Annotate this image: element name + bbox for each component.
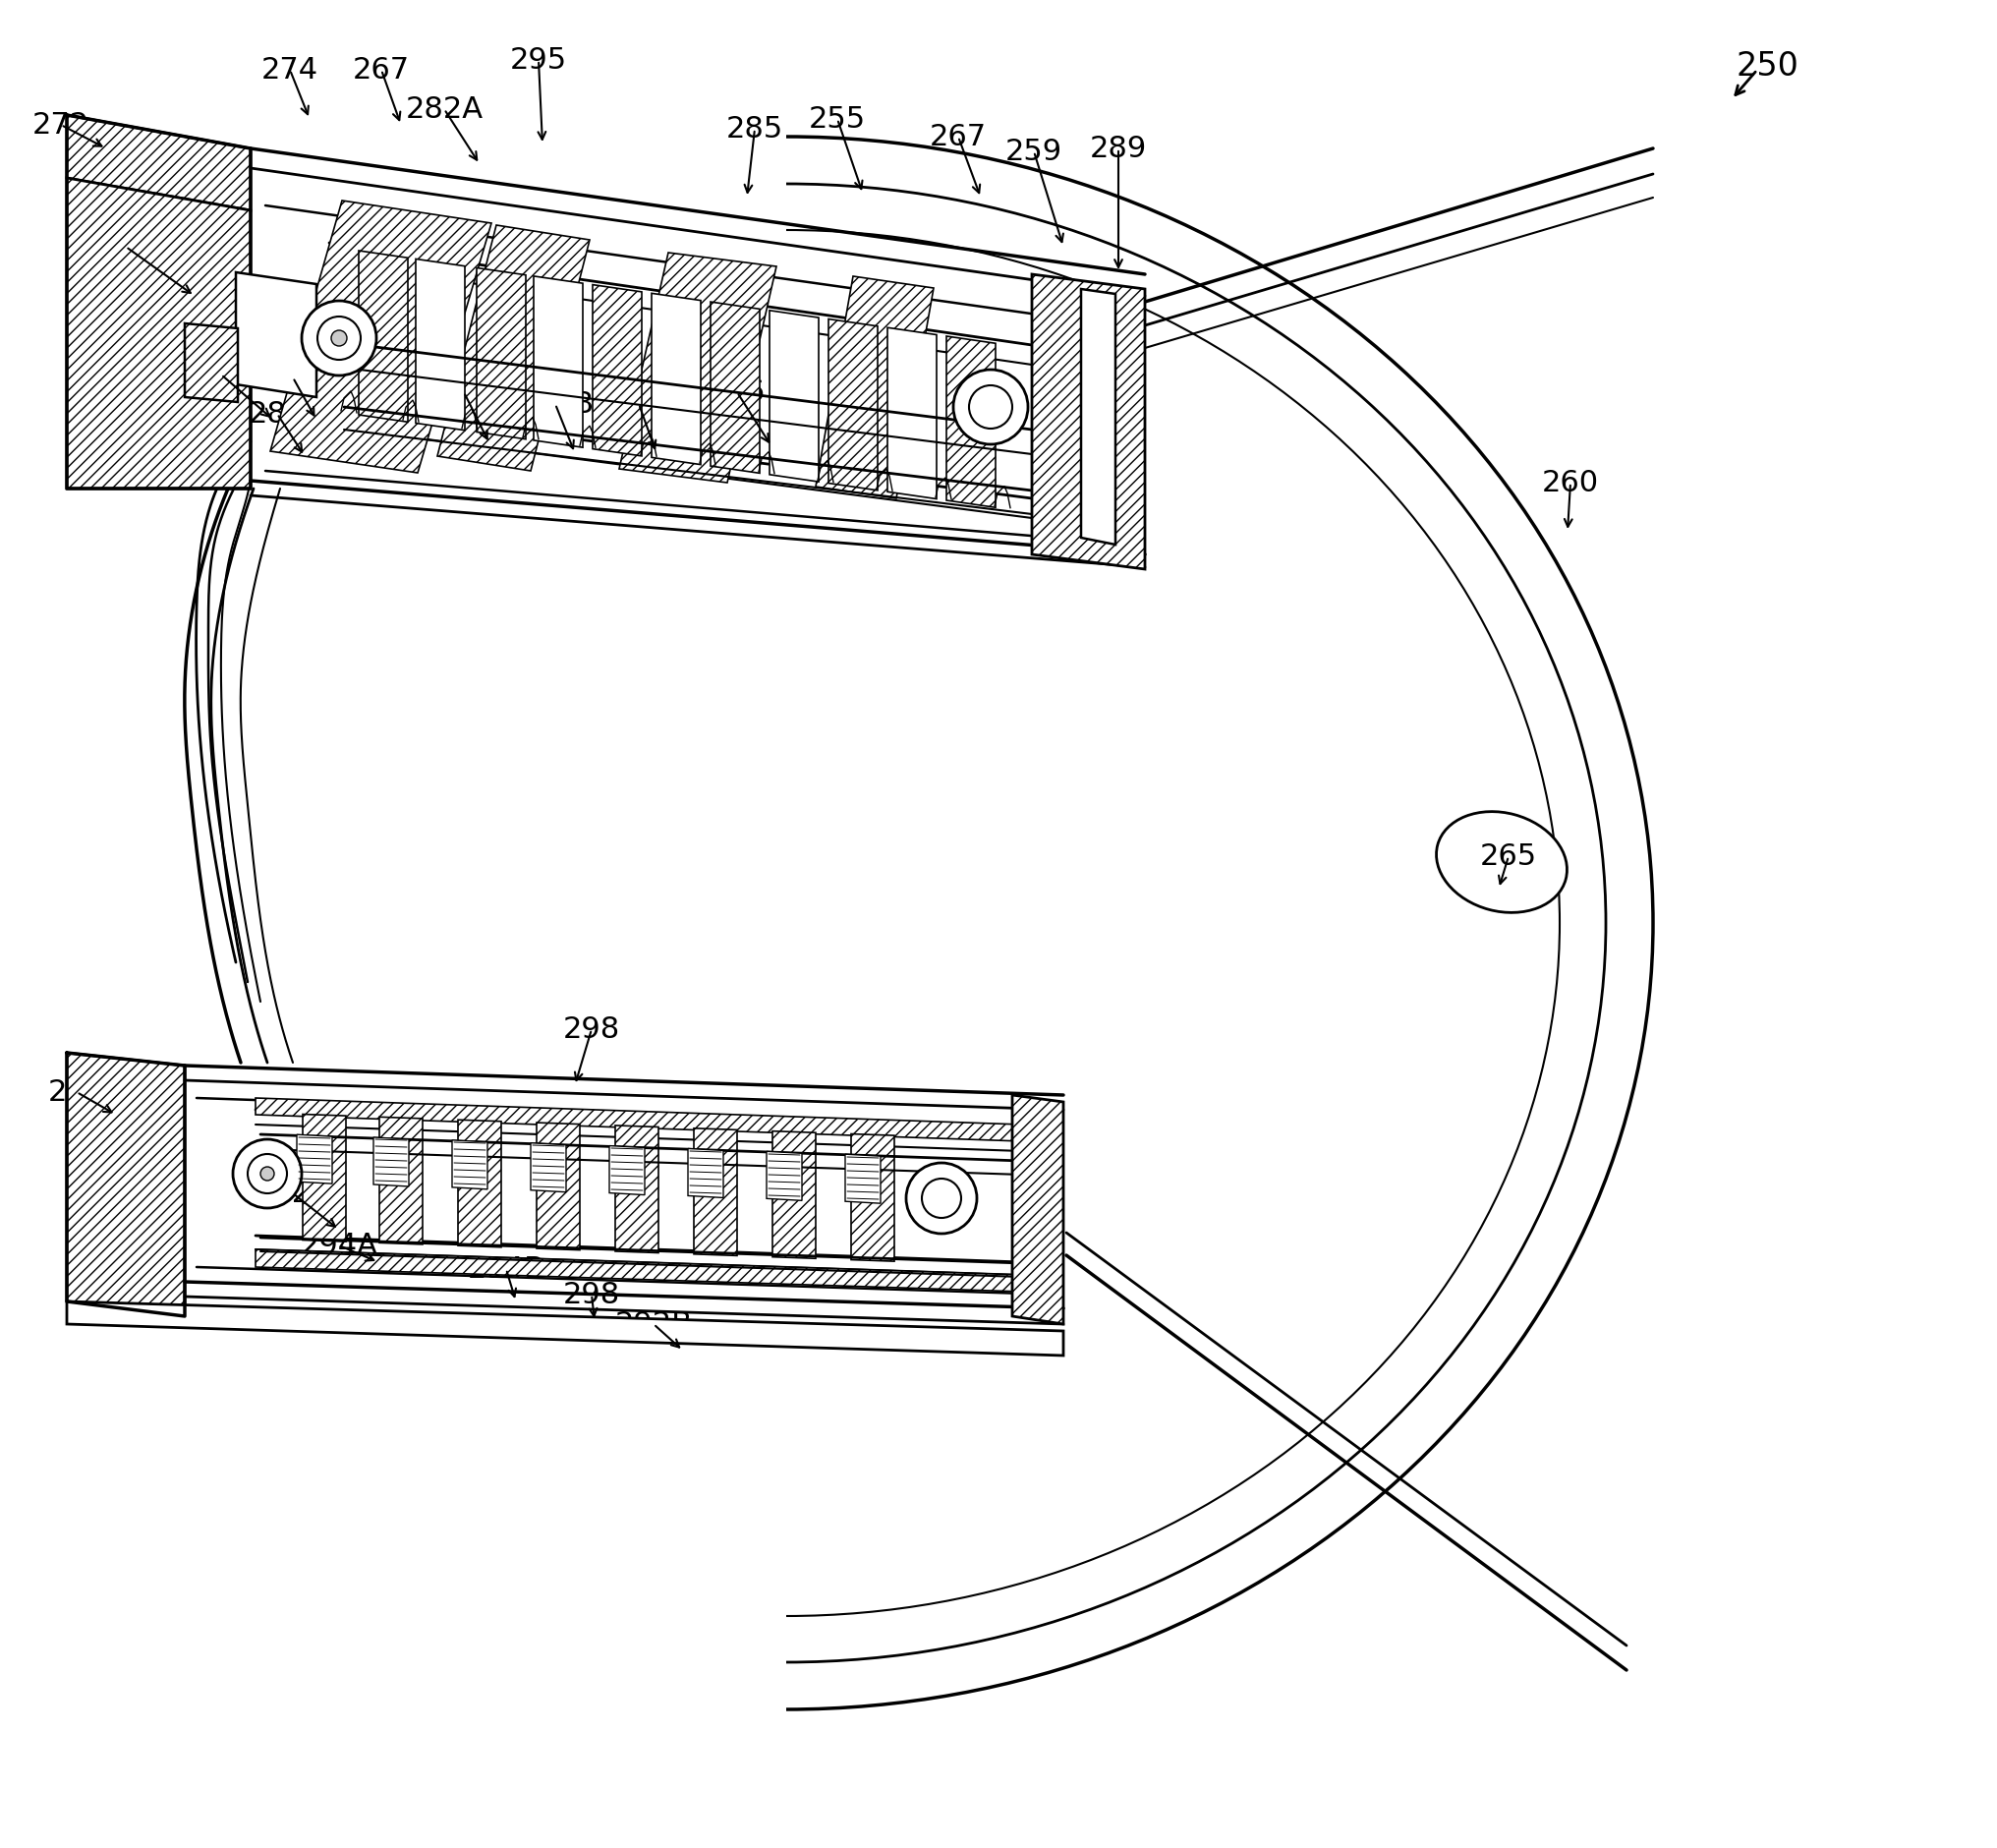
Polygon shape — [66, 179, 250, 490]
Text: 262: 262 — [48, 1077, 106, 1107]
Polygon shape — [887, 329, 937, 499]
Polygon shape — [619, 253, 777, 484]
Text: 267: 267 — [353, 57, 409, 85]
Text: 264: 264 — [98, 233, 154, 262]
Circle shape — [907, 1162, 977, 1234]
Polygon shape — [184, 323, 238, 403]
Polygon shape — [373, 1138, 409, 1186]
Polygon shape — [256, 1098, 1022, 1142]
Circle shape — [318, 318, 361, 360]
Polygon shape — [457, 1120, 501, 1247]
Polygon shape — [451, 1140, 487, 1190]
Circle shape — [953, 370, 1028, 445]
Text: 282A: 282A — [405, 96, 483, 124]
Polygon shape — [477, 268, 525, 440]
Polygon shape — [379, 1118, 423, 1246]
Text: 285: 285 — [725, 115, 783, 144]
Polygon shape — [359, 251, 407, 423]
Polygon shape — [270, 201, 491, 473]
Text: 298: 298 — [563, 1281, 619, 1308]
Polygon shape — [66, 116, 250, 211]
Polygon shape — [415, 261, 465, 431]
Polygon shape — [66, 1301, 1062, 1356]
Polygon shape — [609, 1146, 645, 1196]
Polygon shape — [533, 277, 583, 449]
Circle shape — [302, 301, 375, 377]
Text: 284A: 284A — [425, 379, 503, 407]
Polygon shape — [304, 1114, 345, 1242]
Text: 288: 288 — [248, 401, 306, 429]
Text: 268: 268 — [264, 364, 322, 392]
Text: 265: 265 — [1480, 843, 1536, 870]
Text: 272: 272 — [32, 111, 90, 140]
Polygon shape — [66, 1053, 184, 1316]
Text: 282B: 282B — [599, 390, 677, 419]
Circle shape — [234, 1140, 302, 1209]
Text: 250: 250 — [1735, 50, 1797, 83]
Text: 274: 274 — [262, 57, 318, 85]
Polygon shape — [1012, 1096, 1062, 1325]
Polygon shape — [531, 1144, 565, 1192]
Text: 259: 259 — [1004, 139, 1062, 166]
Text: 295: 295 — [509, 46, 567, 76]
Circle shape — [332, 331, 347, 347]
Text: 255: 255 — [809, 105, 865, 135]
Polygon shape — [947, 336, 995, 508]
Text: 294A: 294A — [300, 1231, 377, 1260]
Polygon shape — [593, 286, 641, 456]
Polygon shape — [1080, 290, 1114, 545]
Polygon shape — [1030, 275, 1144, 569]
Text: 266: 266 — [709, 379, 765, 407]
Polygon shape — [537, 1124, 579, 1251]
Polygon shape — [769, 310, 819, 482]
Ellipse shape — [1436, 811, 1566, 913]
Text: 267: 267 — [929, 124, 987, 152]
Polygon shape — [298, 1135, 332, 1185]
Text: 292A: 292A — [254, 1179, 332, 1209]
Polygon shape — [767, 1151, 801, 1201]
Text: 298: 298 — [563, 1015, 619, 1044]
Polygon shape — [693, 1129, 737, 1257]
Text: 289: 289 — [1088, 135, 1146, 164]
Polygon shape — [815, 277, 933, 499]
Circle shape — [969, 386, 1012, 429]
Polygon shape — [651, 294, 701, 466]
Polygon shape — [437, 225, 589, 471]
Circle shape — [260, 1168, 274, 1181]
Polygon shape — [687, 1149, 723, 1198]
Polygon shape — [851, 1135, 895, 1262]
Polygon shape — [256, 1249, 1022, 1292]
Polygon shape — [773, 1131, 815, 1258]
Polygon shape — [829, 320, 877, 492]
Polygon shape — [236, 274, 316, 397]
Circle shape — [921, 1179, 961, 1218]
Text: 294B: 294B — [467, 1255, 545, 1284]
Polygon shape — [845, 1155, 881, 1203]
Text: 284B: 284B — [515, 390, 593, 419]
Polygon shape — [711, 303, 759, 473]
Text: 276: 276 — [192, 360, 250, 390]
Polygon shape — [615, 1125, 659, 1253]
Text: 292B: 292B — [615, 1310, 693, 1338]
Text: 260: 260 — [1542, 469, 1598, 497]
Circle shape — [248, 1155, 288, 1194]
